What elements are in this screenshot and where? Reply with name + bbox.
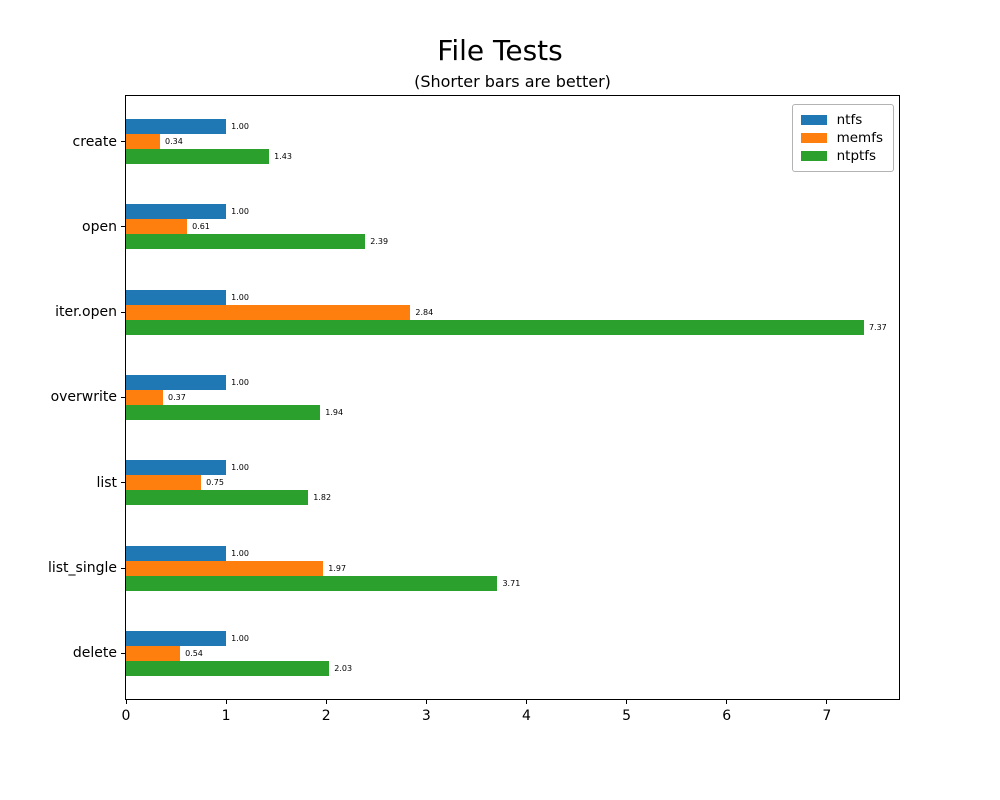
bar-value-iter.open-ntptfs: 7.37 [868,322,887,332]
chart-title: File Tests [437,34,563,67]
bar-overwrite-ntptfs [126,404,321,420]
bar-value-open-ntptfs: 2.39 [370,237,389,247]
y-tick-mark-create [121,141,125,142]
bar-open-ntptfs [126,234,366,250]
bar-iter.open-memfs [126,304,411,320]
y-tick-mark-overwrite [121,396,125,398]
bar-iter.open-ntptfs [126,319,864,335]
x-tick-mark-3 [425,700,427,704]
y-tick-mark-list [121,482,125,484]
y-tick-label-iter.open: iter.open [55,304,117,321]
legend-label-ntfs: ntfs [836,112,863,128]
y-tick-mark-open [121,226,125,228]
bar-create-ntptfs [126,149,270,164]
bar-value-open-ntfs: 1.00 [231,207,249,217]
x-tick-label-0: 0 [121,708,131,724]
y-tick-mark-delete [121,652,125,654]
y-tick-label-list_single: list_single [47,560,117,577]
bar-create-ntfs [126,119,227,134]
y-tick-label-overwrite: overwrite [50,389,117,406]
bar-list_single-ntfs [126,545,227,561]
x-tick-label-5: 5 [622,708,632,724]
plot-area: 1.00 0.34 1.43 1.00 0.61 2.39 1.00 2.84 7.37 1.00… [48,95,900,724]
bar-value-create-ntfs: 1.00 [231,122,249,131]
legend-label-ntptfs: ntptfs [836,148,877,164]
bar-delete-ntfs [126,630,227,646]
bar-value-create-memfs: 0.34 [165,137,183,146]
legend-swatch-ntptfs [800,151,827,161]
bar-value-create-ntptfs: 1.43 [274,152,292,161]
legend-swatch-memfs [800,133,827,143]
bar-value-iter.open-memfs: 2.84 [415,307,434,317]
bar-value-list-memfs: 0.75 [206,478,224,488]
bar-list-ntfs [126,460,227,476]
bar-value-open-memfs: 0.61 [192,222,210,232]
bar-delete-ntptfs [126,660,330,676]
bar-overwrite-ntfs [126,374,227,390]
bar-value-list_single-ntptfs: 3.71 [502,578,521,588]
y-tick-mark-iter.open [121,311,125,313]
x-tick-mark-7 [826,700,828,704]
x-tick-mark-2 [325,700,327,704]
bar-overwrite-memfs [126,389,164,405]
bar-list-memfs [126,475,202,491]
legend-entry-ntfs: ntfs [800,111,883,129]
x-tick-label-4: 4 [522,708,531,724]
bar-list_single-memfs [126,560,324,576]
bar-value-delete-ntptfs: 2.03 [334,663,353,673]
bar-open-memfs [126,219,188,235]
legend: ntfs memfs ntptfs [791,104,894,172]
bar-value-iter.open-ntfs: 1.00 [231,292,249,302]
bar-value-overwrite-ntfs: 1.00 [231,377,249,387]
x-tick-label-2: 2 [321,708,331,724]
bar-create-memfs [126,134,161,149]
bar-value-delete-memfs: 0.54 [185,648,203,658]
x-tick-mark-1 [225,700,227,704]
bar-value-list_single-memfs: 1.97 [328,563,347,573]
bar-value-list_single-ntfs: 1.00 [231,548,249,558]
bar-value-overwrite-memfs: 0.37 [168,392,186,402]
legend-swatch-ntfs [800,115,827,125]
bar-iter.open-ntfs [126,289,227,305]
y-tick-label-delete: delete [72,645,117,662]
bar-value-overwrite-ntptfs: 1.94 [325,407,344,417]
x-tick-label-7: 7 [822,708,832,724]
legend-label-memfs: memfs [836,130,883,146]
x-tick-mark-6 [726,700,728,704]
bar-value-list-ntptfs: 1.82 [313,493,332,503]
x-tick-mark-4 [526,700,528,704]
bar-open-ntfs [126,204,227,220]
x-tick-mark-5 [626,700,628,704]
y-tick-mark-list_single [121,567,125,569]
bar-list_single-ntptfs [126,575,498,591]
bar-list-ntptfs [126,490,309,506]
legend-entry-memfs: memfs [800,129,883,147]
chart-subtitle: (Shorter bars are better) [414,72,611,91]
y-tick-label-create: create [72,133,117,150]
legend-entry-ntptfs: ntptfs [800,147,883,165]
bar-value-list-ntfs: 1.00 [231,463,249,473]
x-tick-label-6: 6 [722,708,732,724]
x-tick-label-3: 3 [421,708,431,724]
y-tick-label-list: list [96,474,117,491]
x-tick-mark-0 [125,700,127,704]
y-tick-label-open: open [82,218,117,235]
bar-delete-memfs [126,645,181,661]
x-tick-label-1: 1 [221,708,231,724]
bar-value-delete-ntfs: 1.00 [231,633,249,643]
